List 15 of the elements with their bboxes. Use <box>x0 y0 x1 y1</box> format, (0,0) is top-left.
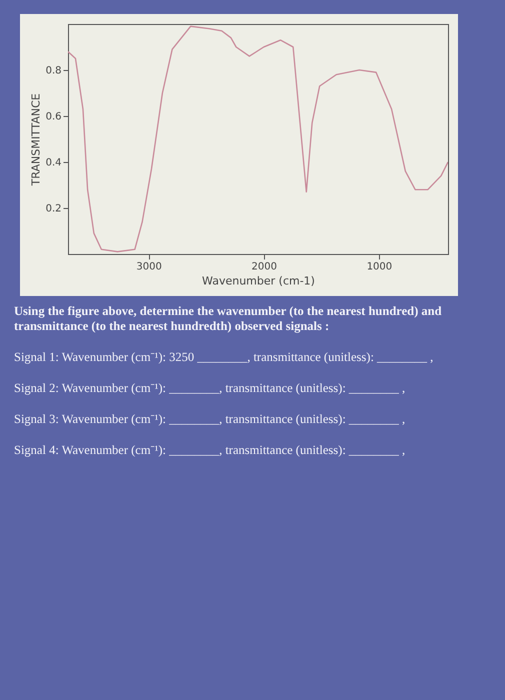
text: Using the figure above, determine the wavenumber (to the nearest hundred) and transmittance (to the nearest hundredth) observed signals : <box>14 304 443 334</box>
text: Signal 1: Wavenumber (cm⁻¹): 3250 ________, transmittance (unitless): ________ , <box>14 349 434 365</box>
y-axis-title: TRANSMITTANCE <box>30 93 43 187</box>
y-tick-label: 0.4 <box>46 158 62 168</box>
text: Signal 3: Wavenumber (cm⁻¹): ________, transmittance (unitless): ________ , <box>14 411 406 427</box>
y-tick-label: 0.8 <box>46 66 62 76</box>
line-series <box>68 26 448 252</box>
x-tick-label: 3000 <box>136 262 162 272</box>
x-tick-label: 2000 <box>252 262 277 272</box>
text: Signal 4: Wavenumber (cm⁻¹): ________, transmittance (unitless): ________ , <box>14 442 406 458</box>
y-tick-label: 0.6 <box>46 112 62 122</box>
x-axis-title: Wavenumber (cm-1) <box>202 274 315 288</box>
x-tick-label: 1000 <box>366 262 392 272</box>
y-tick-label: 0.2 <box>46 204 62 214</box>
text: Signal 2: Wavenumber (cm⁻¹): ________, transmittance (unitless): ________ , <box>14 380 406 396</box>
